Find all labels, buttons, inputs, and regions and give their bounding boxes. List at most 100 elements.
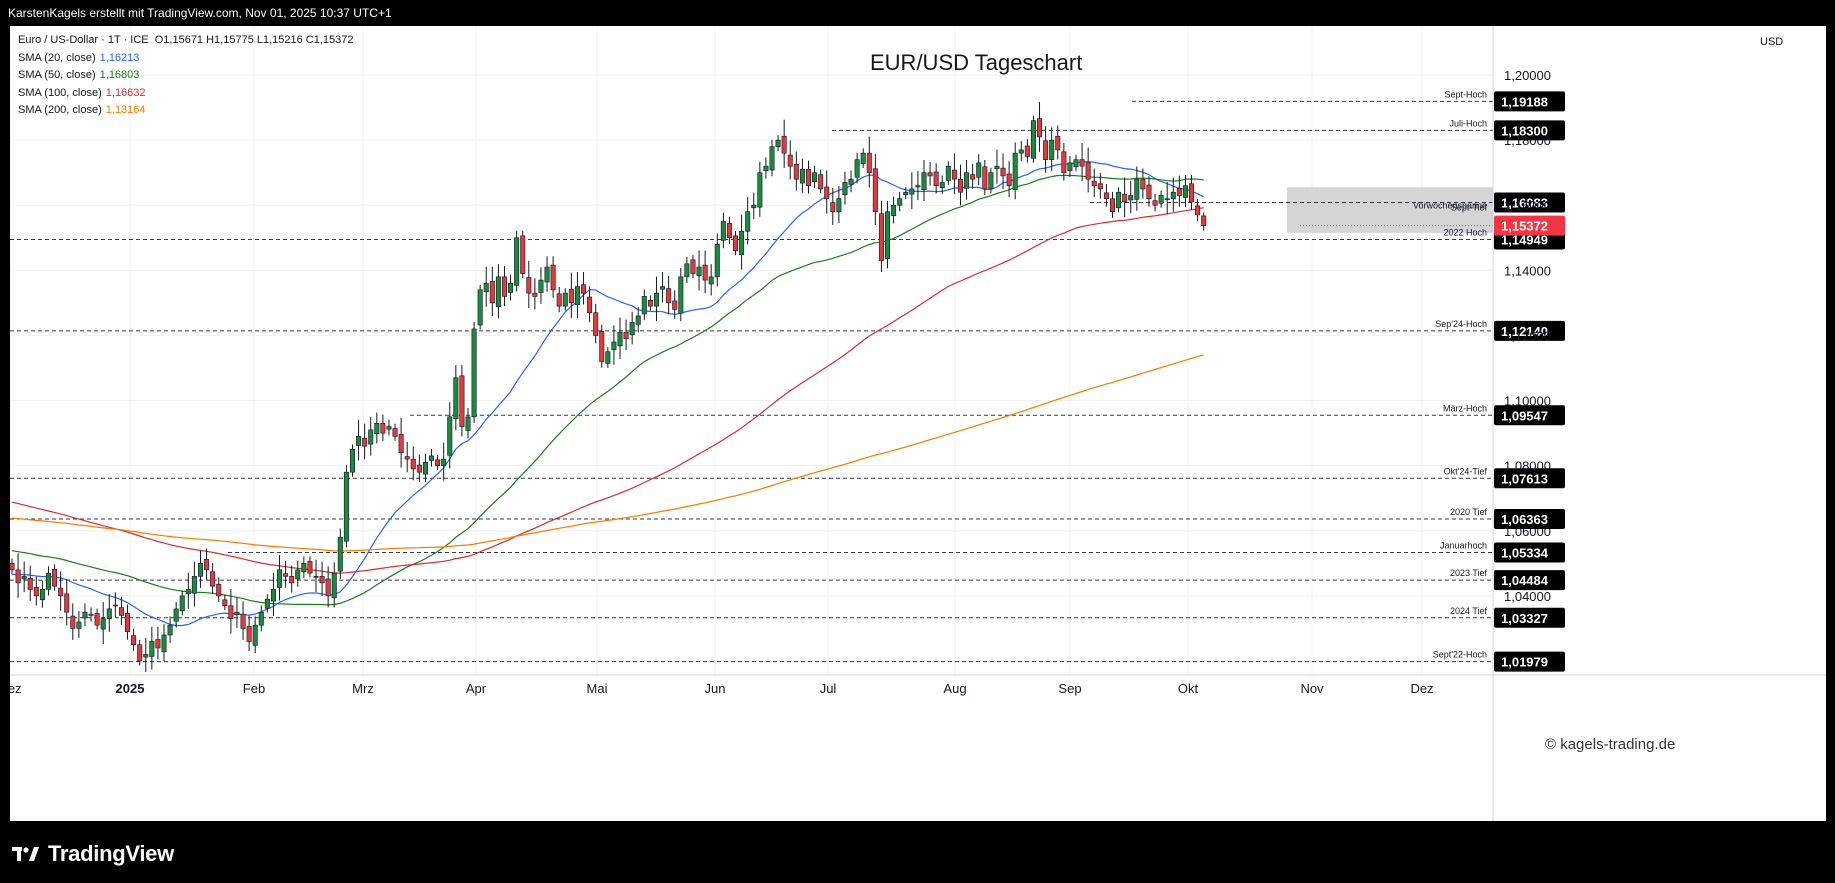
y-tick-label: 1,20000: [1504, 68, 1551, 83]
candle-body: [672, 300, 678, 310]
level-name-label: Sep'24-Hoch: [1435, 319, 1487, 329]
candle-body: [757, 172, 763, 208]
candle-body: [1182, 185, 1188, 198]
candle-body: [331, 572, 337, 599]
candle-body: [1079, 159, 1085, 167]
candle-body: [441, 458, 447, 466]
chart-canvas[interactable]: Sept-Hoch 1,19188 Juli-Hoch 1,18300 Vorwoche…: [10, 26, 1826, 821]
candle-body: [805, 169, 811, 186]
candle-body: [325, 578, 331, 597]
candle-body: [787, 154, 793, 167]
candle-body: [903, 191, 909, 196]
candle-body: [1164, 198, 1170, 201]
candle-body: [568, 288, 574, 304]
candle-body: [356, 436, 362, 446]
level-name-label: 2022 Hoch: [1443, 227, 1487, 237]
level-price-label: 1,18300: [1501, 123, 1548, 138]
candle-body: [1018, 149, 1024, 154]
candle-body: [1061, 151, 1067, 173]
y-tick-label: 1,08000: [1504, 459, 1551, 474]
level-price-label: 1,12140: [1501, 324, 1548, 339]
sma-20-line: [11, 160, 1204, 627]
candle-body: [812, 172, 818, 183]
y-tick-label: 1,12000: [1504, 328, 1551, 343]
legend-symbol-row: Euro / US-Dollar · 1T · ICE O1,15671 H1,…: [18, 32, 354, 50]
legend-sma-200: SMA (200, close) 1,13164: [18, 102, 354, 120]
x-tick-label: Nov: [1300, 681, 1324, 696]
candle-body: [410, 458, 416, 470]
candle-body: [647, 299, 653, 307]
level-name-label: Juli-Hoch: [1449, 118, 1487, 128]
header-attribution: KarstenKagels erstellt mit TradingView.c…: [0, 0, 1835, 26]
candle-body: [64, 593, 70, 613]
candle-body: [204, 559, 210, 571]
footer: TradingView: [0, 821, 1835, 883]
candle-body: [745, 211, 751, 232]
x-tick-label: Okt: [1178, 681, 1199, 696]
candle-body: [514, 237, 520, 286]
candle-body: [149, 641, 155, 657]
candle-body: [1109, 198, 1115, 213]
x-tick-label: Feb: [243, 681, 265, 696]
candle-body: [860, 152, 866, 164]
candle-body: [295, 569, 301, 580]
candle-body: [264, 598, 270, 609]
level-price-label: 1,14949: [1501, 232, 1548, 247]
candle-body: [1012, 152, 1018, 190]
x-tick-label: Mai: [587, 681, 608, 696]
candle-body: [1043, 140, 1049, 160]
candle-body: [453, 377, 459, 420]
candle-body: [45, 572, 51, 590]
candle-body: [532, 292, 538, 297]
candle-body: [495, 276, 501, 308]
candle-body: [690, 259, 696, 274]
y-tick-label: 1,14000: [1504, 263, 1551, 278]
candle-body: [945, 165, 951, 181]
candle-body: [106, 608, 112, 619]
candle-body: [1085, 161, 1091, 180]
candle-body: [1006, 173, 1012, 186]
level-price-tag: [1494, 570, 1565, 591]
candle-body: [605, 351, 611, 364]
candle-body: [836, 198, 842, 213]
candle-body: [137, 644, 143, 662]
candle-body: [611, 341, 617, 351]
candle-body: [319, 576, 325, 584]
candle-body: [277, 569, 283, 588]
candle-body: [471, 328, 477, 418]
x-tick-label: Apr: [466, 681, 487, 696]
candle-body: [131, 635, 137, 646]
candle-body: [660, 286, 666, 290]
candle-body: [933, 171, 939, 186]
candle-body: [617, 331, 623, 347]
legend-sma-label: SMA (200, close): [18, 104, 102, 116]
candle-body: [398, 434, 404, 453]
candle-body: [301, 563, 307, 573]
candle-body: [380, 423, 386, 434]
candle-body: [526, 277, 532, 294]
level-price-label: 1,07613: [1501, 471, 1548, 486]
candle-body: [1091, 180, 1097, 186]
candle-body: [1122, 193, 1128, 203]
candle-body: [125, 613, 131, 632]
chart-frame[interactable]: Sept-Hoch 1,19188 Juli-Hoch 1,18300 Vorwoche…: [10, 26, 1826, 821]
currency-label[interactable]: USD: [1760, 36, 1784, 48]
candle-body: [416, 464, 422, 473]
candle-body: [550, 264, 556, 291]
legend-sma-label: SMA (50, close): [18, 69, 96, 81]
tradingview-logo[interactable]: TradingView: [12, 841, 174, 867]
candle-body: [915, 185, 921, 188]
candle-body: [70, 615, 76, 629]
candle-body: [21, 576, 27, 580]
candle-body: [1030, 120, 1036, 159]
candle-body: [1049, 139, 1055, 160]
candle-body: [185, 589, 191, 595]
candle-body: [313, 576, 319, 578]
candle-body: [337, 536, 343, 572]
candle-body: [581, 284, 587, 294]
level-price-tag: [1494, 320, 1565, 341]
candle-body: [641, 296, 647, 315]
level-name-label: Sept-Hoch: [1444, 89, 1487, 99]
candle-body: [951, 169, 957, 180]
level-price-tag: [1494, 607, 1565, 628]
